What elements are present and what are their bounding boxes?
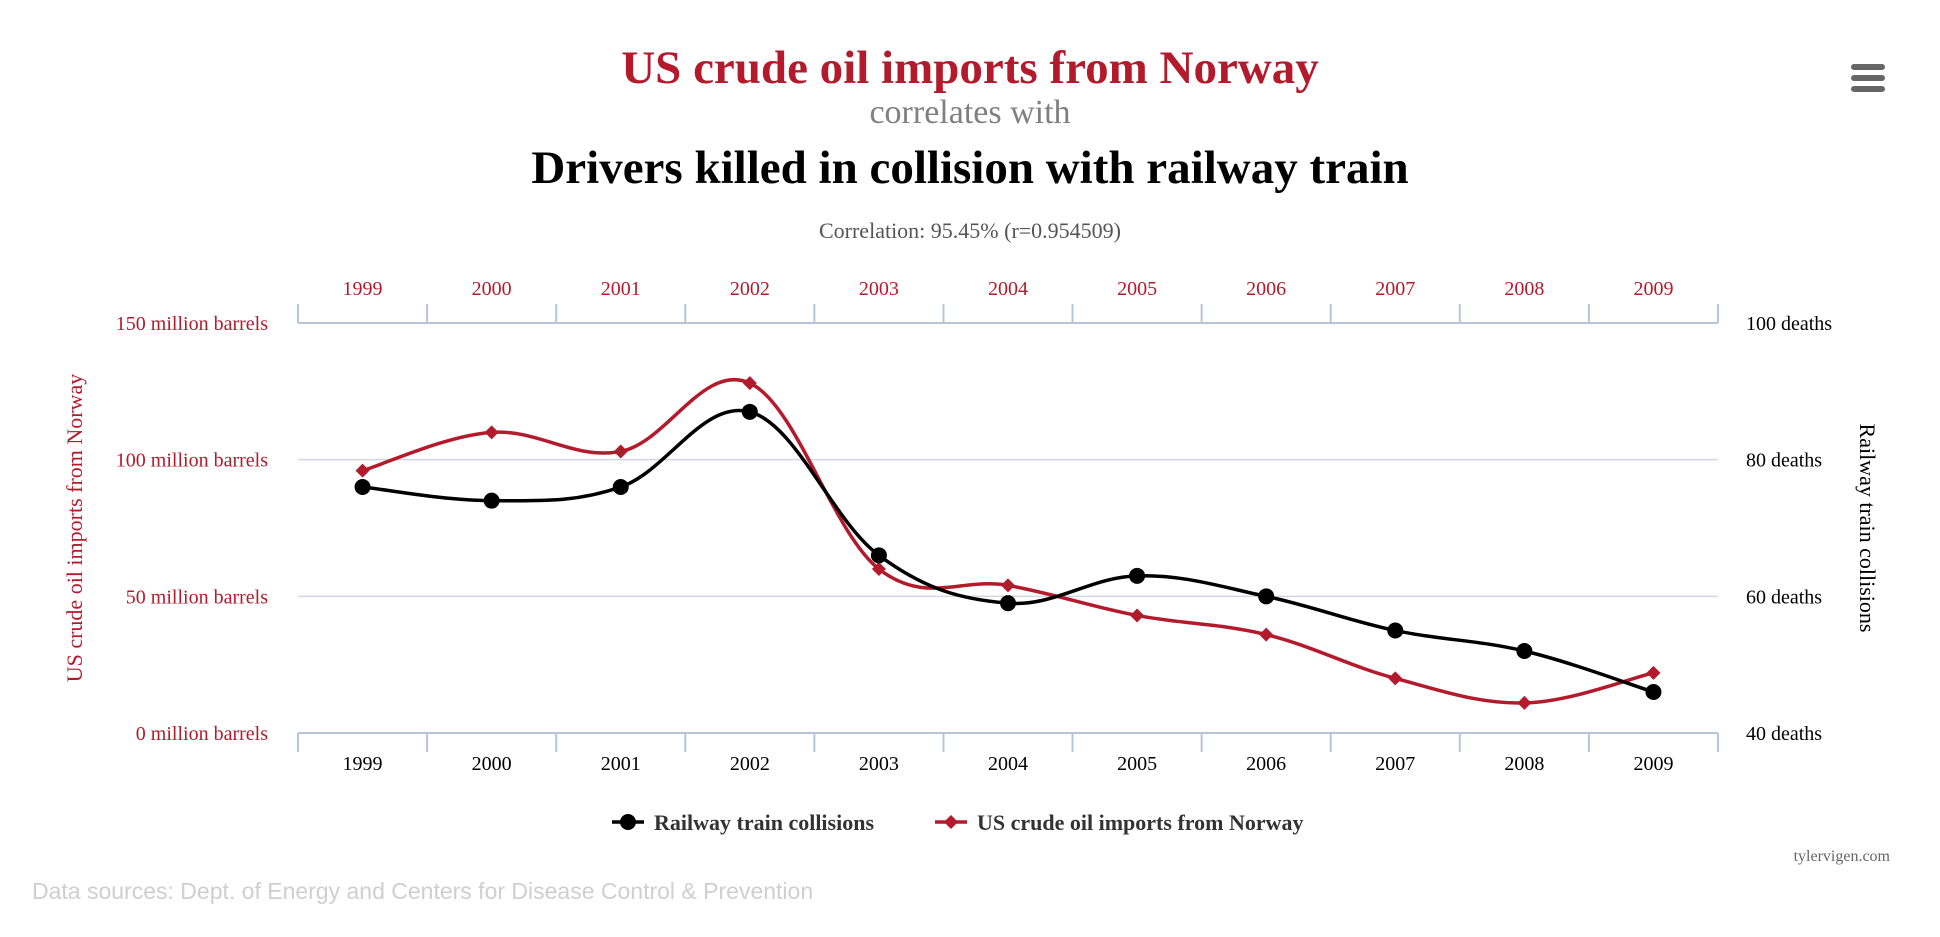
bottom-x-tick-label: 2004 [988,753,1028,775]
data-point [1130,608,1145,623]
top-x-tick-label: 2003 [859,278,899,300]
data-point [1646,665,1661,680]
menu-bar [1851,64,1885,70]
data-point [1387,622,1404,639]
data-point [1259,627,1274,642]
bottom-x-tick-label: 2002 [730,753,770,775]
top-x-tick-label: 2004 [988,278,1028,300]
data-point [741,403,758,420]
series-layer [354,376,1662,710]
legend-item[interactable]: Railway train collisions [612,810,874,835]
grid-lines [298,458,1718,598]
data-point [483,492,500,509]
data-point [484,425,499,440]
chart-connector-text: correlates with [869,94,1070,131]
legend-item[interactable]: US crude oil imports from Norway [935,810,1304,835]
data-point [613,444,628,459]
data-point [1001,578,1015,593]
right-y-tick-label: 80 deaths [1746,450,1822,472]
chart-subtitle: Drivers killed in collision with railway… [531,142,1408,194]
series-line [362,408,1654,694]
top-x-tick-label: 1999 [343,278,383,300]
bottom-x-tick-label: 2001 [601,753,641,775]
bottom-x-tick-label: 2003 [859,753,899,775]
right-y-tick-label: 60 deaths [1746,586,1822,608]
data-point [870,547,887,564]
bottom-x-tick-label: 2008 [1504,753,1544,775]
top-x-tick-label: 2009 [1633,278,1673,300]
right-y-tick-label: 40 deaths [1746,723,1822,745]
data-sources-text: Data sources: Dept. of Energy and Center… [32,878,814,904]
data-point [354,479,371,495]
chart-title: US crude oil imports from Norway [621,42,1319,94]
left-y-axis-title: US crude oil imports from Norway [62,374,87,683]
legend-marker [620,814,636,830]
left-y-tick-label: 0 million barrels [136,723,268,745]
bottom-x-tick-label: 1999 [343,753,383,775]
top-x-tick-label: 2005 [1117,278,1157,300]
top-x-tick-label: 2000 [472,278,512,300]
correlation-text: Correlation: 95.45% (r=0.954509) [819,218,1121,243]
legend-label: US crude oil imports from Norway [977,810,1304,835]
data-point [1517,695,1532,710]
legend-label: Railway train collisions [654,810,874,835]
bottom-x-tick-label: 2007 [1375,753,1415,775]
series-line [362,378,1654,705]
data-point [742,376,757,391]
left-y-tick-label: 100 million barrels [116,450,268,472]
legend-marker [944,815,958,829]
top-x-tick-label: 2002 [730,278,770,300]
bottom-x-tick-label: 2006 [1246,753,1286,775]
legend[interactable]: Railway train collisions US crude oil imp… [612,810,1304,835]
left-y-tick-label: 150 million barrels [116,313,268,335]
data-point [1129,567,1146,584]
series-oil-imports [355,376,1661,710]
top-x-tick-label: 2001 [601,278,641,300]
right-y-tick-label: 100 deaths [1746,313,1832,335]
data-point [1388,671,1403,686]
menu-bar [1851,86,1885,92]
top-x-tick-label: 2007 [1375,278,1415,300]
axes: 1999 1999 2000 2000 2001 2001 2002 2002 2003 2003… [62,278,1880,775]
left-y-tick-label: 50 million barrels [126,586,268,608]
series-railway-collisions [354,403,1662,700]
bottom-x-tick-label: 2009 [1633,753,1673,775]
hamburger-menu-icon[interactable] [1846,60,1890,96]
menu-bar [1851,75,1885,81]
top-x-tick-label: 2008 [1504,278,1544,300]
data-point [1516,643,1533,659]
credit-text[interactable]: tylervigen.com [1793,848,1890,865]
data-point [1258,588,1275,605]
data-point [612,479,629,495]
bottom-x-tick-label: 2000 [472,753,512,775]
data-point [1000,595,1016,612]
right-y-axis-title: Railway train collisions [1855,424,1880,633]
data-point [871,562,886,576]
top-x-tick-label: 2006 [1246,278,1286,300]
bottom-x-tick-label: 2005 [1117,753,1157,775]
data-point [355,463,370,478]
data-point [1645,684,1662,700]
